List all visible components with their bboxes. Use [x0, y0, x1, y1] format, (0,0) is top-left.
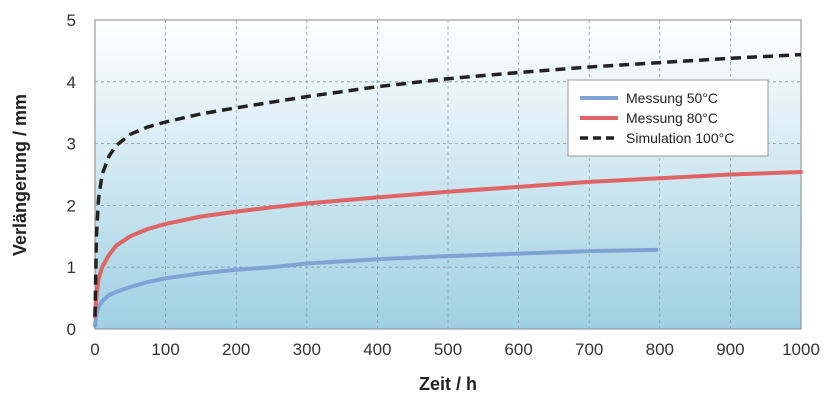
x-tick-label: 1000 [782, 340, 820, 359]
legend-label-messung-80: Messung 80°C [626, 110, 718, 126]
x-tick-label: 400 [363, 340, 391, 359]
legend-label-simulation-100: Simulation 100°C [626, 130, 734, 146]
legend: Messung 50°C Messung 80°C Simulation 100… [567, 79, 769, 157]
tick-labels: 0 100 200 300 400 500 600 700 800 900 1000 0 1 2 3 4 5 [67, 11, 820, 359]
series-line-messung-80 [93, 170, 803, 319]
y-tick-label: 5 [67, 11, 76, 30]
y-tick-label: 3 [67, 135, 76, 154]
series-line-messung-50 [93, 247, 659, 328]
plot-background [94, 19, 802, 330]
x-tick-label: 300 [293, 340, 321, 359]
y-tick-label: 4 [67, 73, 76, 92]
x-tick-label: 100 [151, 340, 179, 359]
legend-label-messung-50: Messung 50°C [626, 90, 718, 106]
x-tick-label: 800 [646, 340, 674, 359]
series-line-simulation-100 [93, 52, 802, 317]
y-tick-label: 0 [67, 320, 76, 339]
series-group [93, 52, 803, 328]
y-tick-label: 2 [67, 196, 76, 215]
x-axis-title: Zeit / h [419, 374, 477, 394]
y-axis-title: Verlängerung / mm [10, 94, 30, 256]
x-tick-label: 0 [90, 340, 99, 359]
x-tick-label: 700 [575, 340, 603, 359]
legend-box [567, 79, 769, 157]
x-tick-label: 200 [222, 340, 250, 359]
x-tick-label: 500 [434, 340, 462, 359]
x-tick-label: 600 [504, 340, 532, 359]
y-tick-label: 1 [67, 258, 76, 277]
x-tick-label: 900 [716, 340, 744, 359]
